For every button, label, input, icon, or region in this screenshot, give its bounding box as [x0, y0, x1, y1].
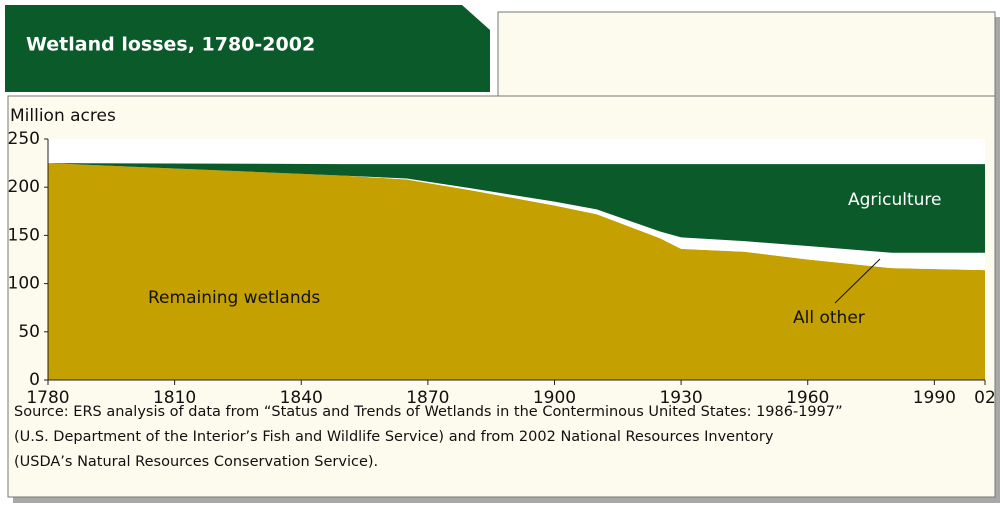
- source-line: (U.S. Department of the Interior’s Fish …: [14, 429, 774, 445]
- x-tick-label: 1780: [26, 388, 69, 408]
- source-line: (USDA’s Natural Resources Conservation S…: [14, 454, 378, 470]
- area-label: Agriculture: [848, 190, 942, 210]
- x-tick-label: 1810: [153, 388, 196, 408]
- area-label: All other: [793, 308, 865, 328]
- x-tick-label: 1990: [913, 388, 956, 408]
- title-tab: [5, 5, 490, 92]
- area: [48, 163, 985, 380]
- x-tick-label: 1960: [786, 388, 829, 408]
- x-tick-label: 1870: [406, 388, 449, 408]
- x-tick-label: 1900: [533, 388, 576, 408]
- y-tick-label: 150: [8, 225, 40, 245]
- x-tick-label: 1930: [659, 388, 702, 408]
- chart-title: Wetland losses, 1780-2002: [26, 34, 315, 56]
- y-tick-label: 50: [18, 322, 40, 342]
- area: [48, 163, 985, 271]
- x-tick-label: 1840: [280, 388, 323, 408]
- source-line: Source: ERS analysis of data from “Statu…: [14, 404, 843, 420]
- area: [48, 163, 985, 253]
- y-tick-label: 100: [8, 274, 40, 294]
- y-axis-label: Million acres: [10, 106, 116, 126]
- leader-line: [834, 258, 881, 304]
- y-tick-label: 0: [29, 370, 40, 390]
- panel: [497, 11, 996, 103]
- area-label: Remaining wetlands: [148, 288, 320, 308]
- x-tick-label: 02: [974, 388, 996, 408]
- source: Source: ERS analysis of data from “Statu…: [14, 404, 843, 470]
- y-tick-label: 200: [8, 177, 40, 197]
- y-tick-label: 250: [8, 129, 40, 149]
